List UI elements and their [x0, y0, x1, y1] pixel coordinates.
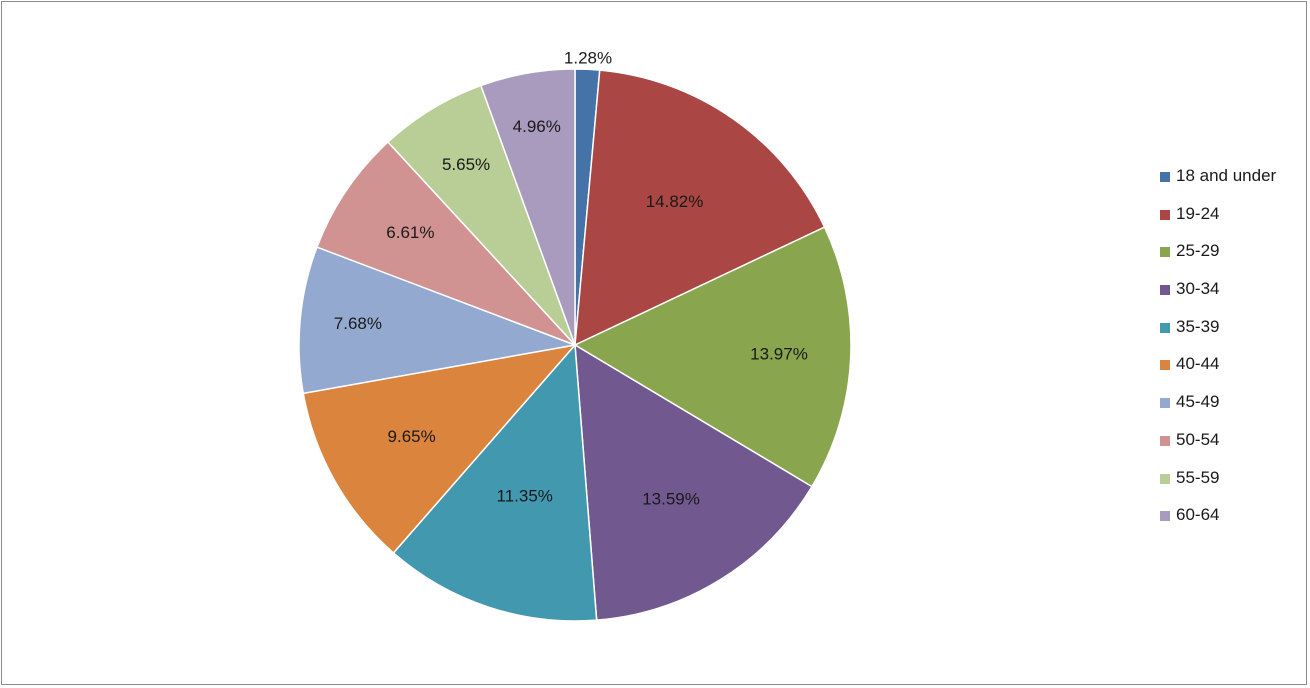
- legend-item: 30-34: [1160, 278, 1276, 316]
- legend-swatch: [1160, 435, 1170, 446]
- data-label: 9.65%: [388, 427, 436, 446]
- pie-slice-60-64: [479, 68, 576, 346]
- legend-swatch: [1160, 322, 1170, 333]
- pie-slice-19-24: [574, 69, 826, 347]
- legend-item: 19-24: [1160, 203, 1276, 241]
- legend-item: 50-54: [1160, 429, 1276, 467]
- legend-label: 40-44: [1176, 354, 1220, 374]
- legend-item: 40-44: [1160, 353, 1276, 391]
- legend-swatch: [1160, 511, 1170, 522]
- legend-item: 35-39: [1160, 316, 1276, 354]
- pie-slice-25-29: [573, 226, 852, 488]
- legend-swatch: [1160, 473, 1170, 484]
- legend-swatch: [1160, 398, 1170, 409]
- pie-slice-45-49: [298, 246, 578, 395]
- legend-swatch: [1160, 172, 1170, 182]
- legend-label: 35-39: [1176, 316, 1220, 336]
- legend-item: 45-49: [1160, 391, 1276, 429]
- legend-label: 30-34: [1176, 279, 1220, 299]
- legend-swatch: [1160, 209, 1170, 220]
- pie-slice-30-34: [574, 343, 813, 621]
- legend-item: 18 and under: [1160, 165, 1276, 203]
- legend-item: 55-59: [1160, 467, 1276, 505]
- legend-label: 50-54: [1176, 429, 1220, 449]
- legend-label: 45-49: [1176, 392, 1220, 412]
- legend-label: 19-24: [1176, 203, 1220, 223]
- data-label: 6.61%: [386, 223, 434, 242]
- legend-swatch: [1160, 360, 1170, 371]
- legend-label: 25-29: [1176, 241, 1220, 261]
- legend-item: 60-64: [1160, 504, 1276, 542]
- legend-label: 60-64: [1176, 505, 1220, 525]
- legend-swatch: [1160, 247, 1170, 258]
- data-label: 14.82%: [646, 192, 704, 211]
- legend-item: 25-29: [1160, 240, 1276, 278]
- data-label: 1.28%: [564, 48, 612, 67]
- data-label: 7.68%: [334, 314, 382, 333]
- legend-label: 55-59: [1176, 467, 1220, 487]
- data-label: 5.65%: [442, 155, 490, 174]
- data-label: 13.97%: [750, 344, 808, 363]
- pie-slice-35-39: [392, 343, 598, 622]
- legend-label: 18 and under: [1176, 166, 1277, 185]
- legend: 18 and under 19-24 25-29 30-34 35-39 40-44 45-…: [1160, 165, 1276, 542]
- data-label: 4.96%: [513, 117, 561, 136]
- legend-swatch: [1160, 285, 1170, 296]
- pie-slice-40-44: [302, 343, 577, 554]
- pie-slice-50-54: [315, 140, 576, 346]
- data-label: 11.35%: [497, 486, 553, 505]
- data-label: 13.59%: [642, 489, 700, 508]
